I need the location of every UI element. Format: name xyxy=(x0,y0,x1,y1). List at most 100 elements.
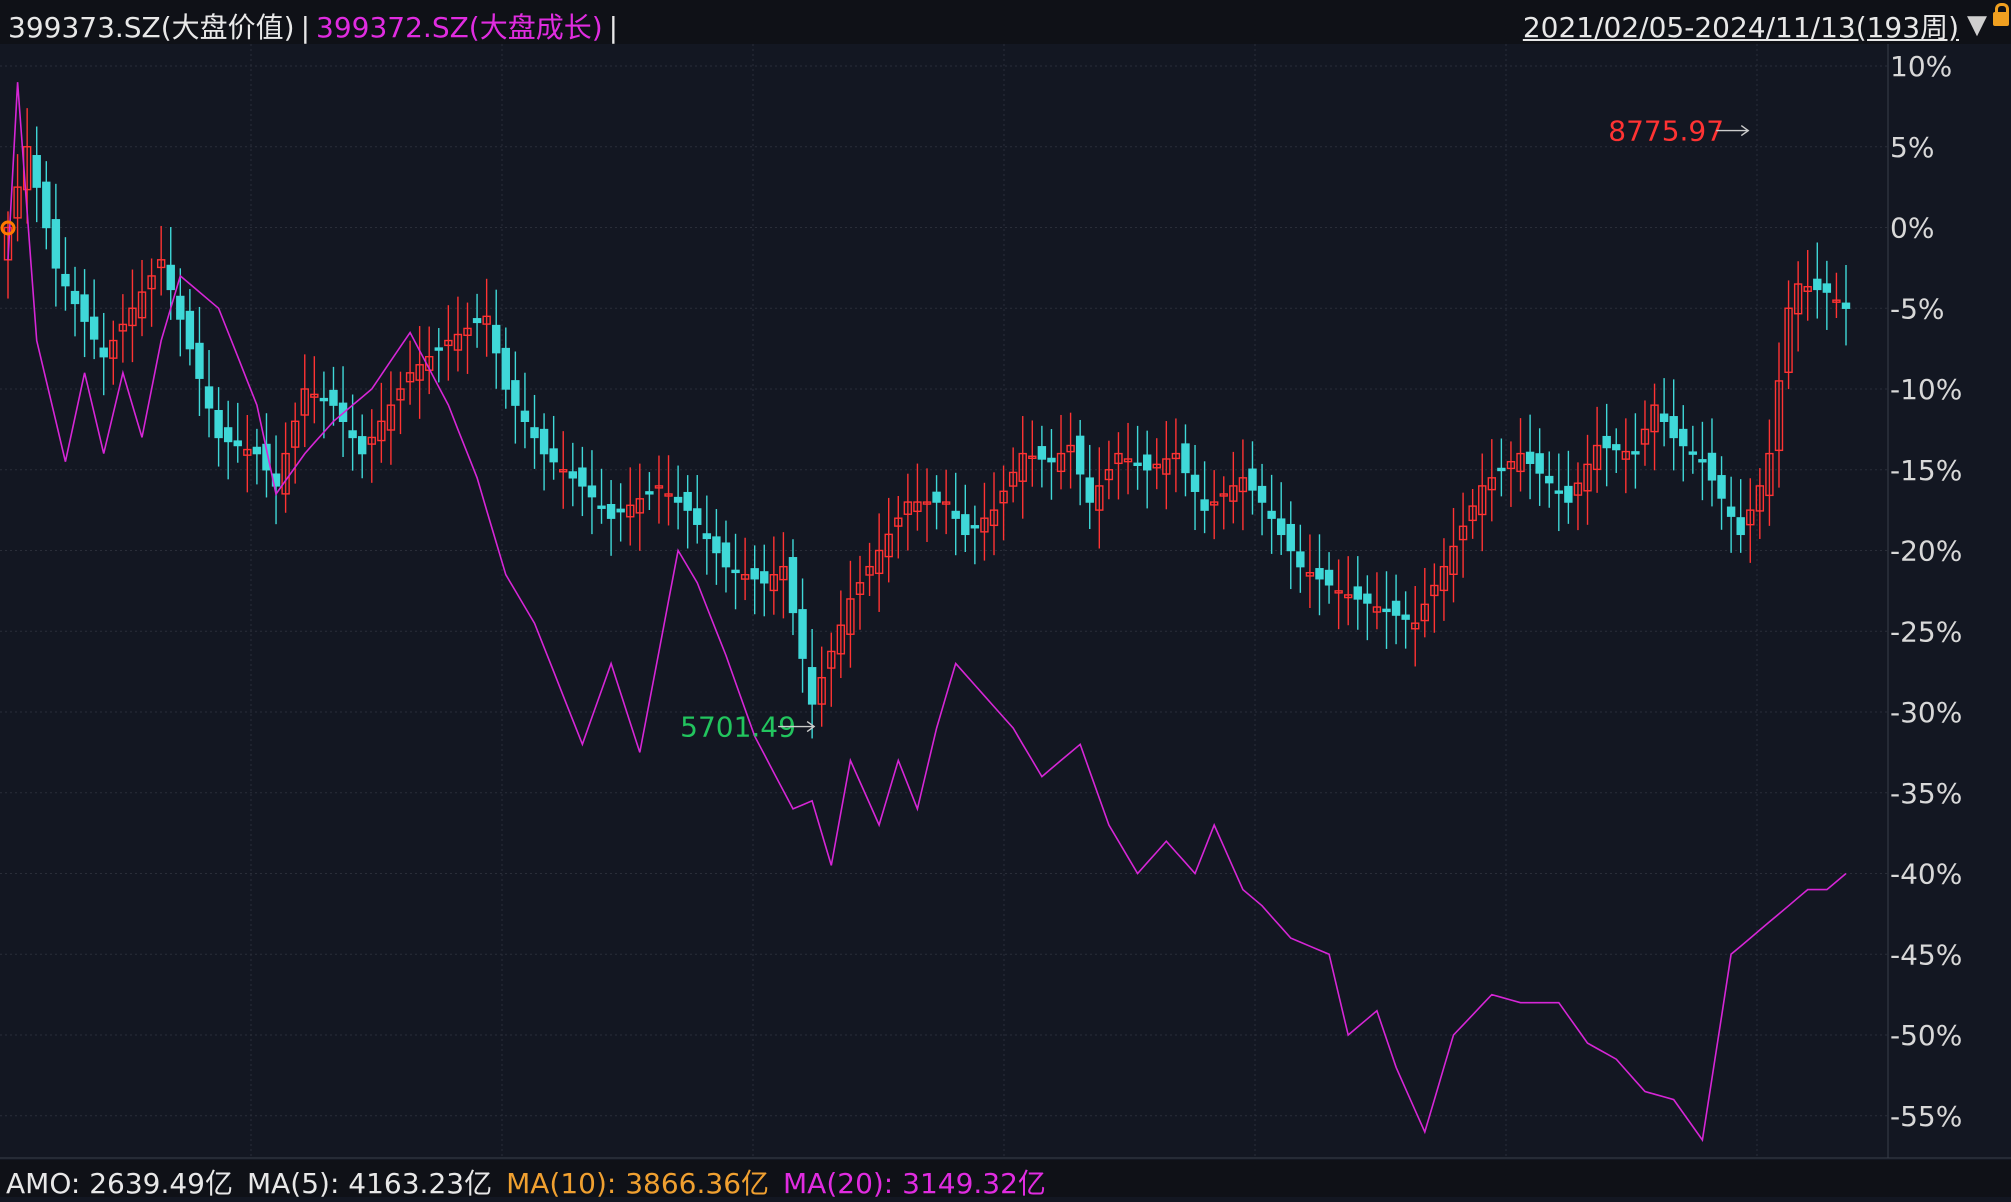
candle xyxy=(42,161,51,250)
series1-label[interactable]: 399373.SZ(大盘价值) xyxy=(8,11,295,44)
candle xyxy=(434,328,443,383)
candle xyxy=(1707,418,1717,507)
candle xyxy=(511,351,520,444)
candle xyxy=(204,350,214,438)
y-axis: 10% 5% 0% -5% -10% -15% -20% -25% -30% -35% -40% -4… xyxy=(1890,50,1962,1133)
candle xyxy=(1123,422,1133,495)
candle xyxy=(1114,432,1123,500)
date-range-selector[interactable]: 2021/02/05-2024/11/13(193周) xyxy=(1522,11,1959,44)
candle xyxy=(377,382,386,463)
candle xyxy=(176,268,185,357)
candle xyxy=(1688,425,1698,474)
candle xyxy=(1142,430,1152,509)
candle xyxy=(329,366,338,426)
lock-icon[interactable] xyxy=(1993,3,2009,26)
candle xyxy=(1516,418,1525,492)
candle xyxy=(855,555,865,630)
chevron-down-icon[interactable]: ▼ xyxy=(1967,10,1987,40)
candle xyxy=(1458,492,1468,578)
candle xyxy=(1324,552,1334,604)
candle xyxy=(118,294,128,363)
series2-label[interactable]: 399372.SZ(大盘成长) xyxy=(316,11,603,44)
candle xyxy=(865,542,874,596)
candle xyxy=(1784,280,1793,390)
candle xyxy=(348,394,357,471)
y-tick-label: -15% xyxy=(1890,454,1962,487)
candle xyxy=(961,484,970,552)
candle xyxy=(1650,383,1659,471)
candle xyxy=(1592,406,1602,493)
candle xyxy=(1813,242,1822,319)
candle xyxy=(750,545,759,615)
candle xyxy=(740,537,750,601)
candle xyxy=(137,259,147,337)
y-tick-label: 0% xyxy=(1890,212,1934,245)
candle xyxy=(1621,418,1631,494)
candle xyxy=(1028,420,1037,487)
candle xyxy=(185,289,195,366)
series2-line xyxy=(7,82,1847,1143)
candle xyxy=(1075,419,1085,506)
candle xyxy=(319,371,329,439)
candle xyxy=(1765,419,1774,526)
candle xyxy=(1411,586,1420,667)
candle xyxy=(568,442,578,507)
y-tick-label: -40% xyxy=(1890,858,1962,891)
candle xyxy=(492,289,501,389)
y-tick-label: -20% xyxy=(1890,535,1962,568)
candle xyxy=(913,463,922,531)
candle xyxy=(290,402,300,484)
grid-lines xyxy=(0,44,2011,1159)
candle xyxy=(99,312,108,396)
candle xyxy=(1430,563,1439,633)
candle xyxy=(310,356,319,424)
candle xyxy=(970,505,980,565)
candle xyxy=(798,578,807,693)
low-price-label: 5701.49 xyxy=(680,711,796,744)
legend-separator-2: | xyxy=(608,11,619,44)
ma10-value: MA(10): 3866.36亿 xyxy=(506,1167,770,1200)
candle xyxy=(262,413,271,498)
candle xyxy=(827,632,836,707)
candle xyxy=(415,326,424,419)
candle xyxy=(453,296,463,372)
candle xyxy=(884,497,893,583)
candle xyxy=(578,446,587,517)
candle xyxy=(922,468,932,542)
candle xyxy=(539,413,549,491)
candle xyxy=(702,495,712,575)
candle xyxy=(894,495,903,559)
candle xyxy=(425,326,434,395)
candle xyxy=(405,340,415,405)
candle xyxy=(1525,414,1535,500)
candle xyxy=(1774,342,1784,488)
candle xyxy=(1181,424,1190,497)
candle xyxy=(1612,428,1621,474)
candle xyxy=(788,539,798,636)
candle xyxy=(769,536,779,615)
candle xyxy=(1468,488,1477,539)
candle xyxy=(1573,462,1583,531)
candle xyxy=(1257,463,1267,536)
candle xyxy=(1276,482,1286,555)
candle xyxy=(693,475,702,544)
candle xyxy=(61,237,70,311)
candle xyxy=(1478,453,1487,552)
candle xyxy=(597,468,606,524)
candle xyxy=(1363,575,1372,641)
candle xyxy=(587,450,597,535)
candle xyxy=(472,293,482,348)
candle xyxy=(559,431,568,509)
candle xyxy=(147,258,156,327)
candle xyxy=(1640,400,1650,466)
candle xyxy=(999,465,1008,541)
candle xyxy=(1669,379,1678,471)
y-tick-label: -25% xyxy=(1890,615,1962,648)
series-legend: 399373.SZ(大盘价值) | 399372.SZ(大盘成长) | xyxy=(8,6,624,46)
candle xyxy=(664,455,673,526)
candle xyxy=(128,269,137,363)
candle xyxy=(1382,571,1391,649)
candle xyxy=(1832,272,1841,318)
candle xyxy=(1248,441,1257,515)
